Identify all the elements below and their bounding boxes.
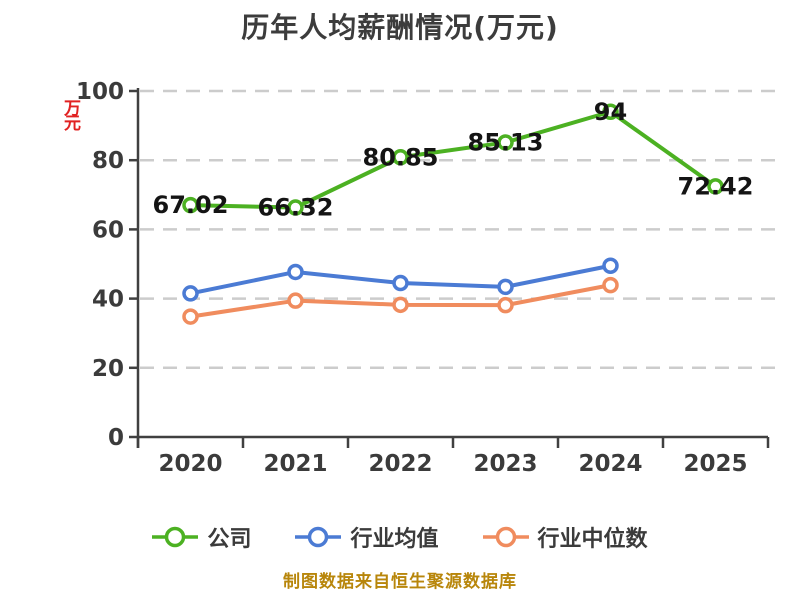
data-label-company: 94 <box>594 98 627 126</box>
data-point-industry-median <box>497 296 514 314</box>
x-tick-label: 2021 <box>263 451 327 477</box>
data-point-industry-average <box>392 274 409 292</box>
legend-item-industry-average[interactable]: 行业均值 <box>295 521 439 553</box>
data-label-company: 67.02 <box>153 191 229 219</box>
legend-label: 行业均值 <box>350 527 439 552</box>
legend-marker-icon <box>152 526 199 548</box>
legend-marker-icon <box>482 526 529 548</box>
y-tick-label: 80 <box>92 148 124 174</box>
y-tick-label: 60 <box>92 217 124 243</box>
data-point-company <box>182 196 199 214</box>
x-tick-label: 2023 <box>473 451 537 477</box>
data-point-industry-median <box>182 308 199 325</box>
data-point-industry-median <box>392 296 409 314</box>
data-label-company: 85.13 <box>468 128 544 156</box>
legend-label: 行业中位数 <box>537 527 648 552</box>
data-point-industry-average <box>182 285 199 302</box>
x-tick-label: 2022 <box>368 451 432 477</box>
data-point-company <box>602 103 619 121</box>
data-point-industry-median <box>287 292 304 309</box>
data-point-company <box>392 149 409 166</box>
x-tick-label: 2020 <box>158 451 222 477</box>
data-label-company: 72.42 <box>678 172 754 200</box>
legend-label: 公司 <box>207 527 252 552</box>
data-label-company: 80.85 <box>363 143 439 171</box>
data-point-company <box>287 199 304 216</box>
data-point-industry-median <box>602 276 619 294</box>
legend-item-industry-median[interactable]: 行业中位数 <box>482 521 648 553</box>
data-source-caption: 制图数据来自恒生聚源数据库 <box>283 572 517 592</box>
data-point-company <box>497 134 514 151</box>
legend: 公司 行业均值 行业中位数 <box>0 516 800 558</box>
x-tick-label: 2024 <box>578 451 642 477</box>
y-tick-label: 20 <box>92 356 124 382</box>
series-line-company <box>188 109 718 210</box>
y-tick-label: 0 <box>108 425 124 451</box>
data-point-industry-average <box>602 257 619 274</box>
data-point-industry-average <box>287 263 304 281</box>
y-axis-name: 万元 <box>60 99 80 129</box>
legend-item-company[interactable]: 公司 <box>152 521 251 553</box>
legend-marker-icon <box>295 526 342 548</box>
data-label-company: 66.32 <box>258 194 334 222</box>
x-tick-label: 2025 <box>683 451 747 477</box>
plot-area: 0 20 40 60 80 100 2020 2021 2022 2023 2024 2025 67.0… <box>76 79 777 477</box>
y-tick-label: 100 <box>76 79 124 105</box>
y-tick-label: 40 <box>92 287 124 313</box>
chart-title: 历年人均薪酬情况(万元) <box>241 11 559 44</box>
data-point-industry-average <box>497 278 514 296</box>
data-point-company <box>707 178 724 195</box>
